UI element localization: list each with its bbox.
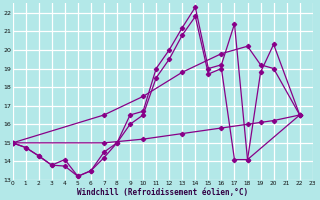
X-axis label: Windchill (Refroidissement éolien,°C): Windchill (Refroidissement éolien,°C) xyxy=(77,188,248,197)
